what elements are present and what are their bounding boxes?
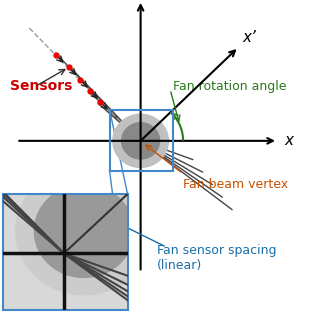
Text: Sensors: Sensors	[10, 79, 72, 93]
Text: Fan rotation angle: Fan rotation angle	[173, 80, 287, 93]
Text: x’: x’	[242, 30, 256, 45]
Circle shape	[113, 114, 168, 167]
Circle shape	[34, 185, 134, 277]
Text: Fan beam vertex: Fan beam vertex	[183, 178, 288, 192]
Circle shape	[16, 167, 152, 295]
Text: x: x	[284, 133, 294, 148]
Text: Fan sensor spacing
(linear): Fan sensor spacing (linear)	[157, 244, 276, 272]
Bar	[110, 110, 173, 171]
Circle shape	[122, 123, 160, 159]
